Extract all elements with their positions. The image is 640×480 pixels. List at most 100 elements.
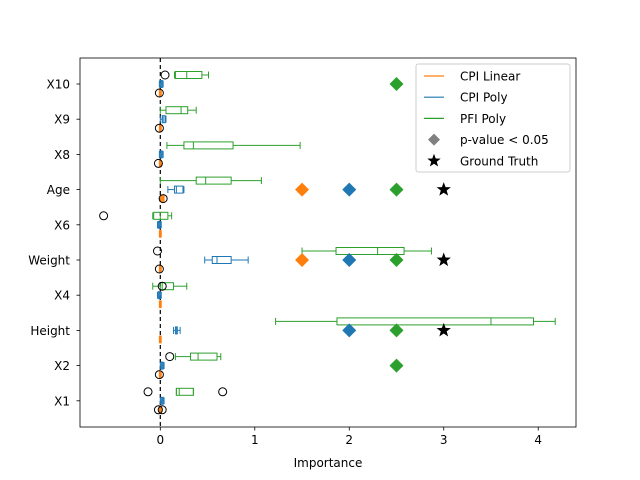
plot-area: 0 1 2 3 4 X1 X2 Height X4 Weight X6 Age X8 X9 X10 <box>28 57 577 447</box>
significance-diamond-pfi_poly-height <box>389 323 404 338</box>
outlier-point <box>152 246 162 256</box>
iqr-box <box>159 282 175 291</box>
boxplot-cpi_linear-x4 <box>158 300 162 309</box>
boxplot-pfi_poly-weight <box>152 246 432 256</box>
boxplot-cpi_poly-height <box>173 326 181 335</box>
iqr-box <box>165 106 189 115</box>
outlier-point <box>157 281 167 291</box>
significance-diamond-cpi_linear-weight <box>295 253 310 267</box>
legend: CPI Linear CPI Poly PFI Poly p-value < 0.05… <box>415 63 571 173</box>
iqr-box <box>190 352 218 361</box>
ground-truth-star-weight <box>436 252 451 267</box>
legend-frame <box>415 63 571 173</box>
outlier-point <box>218 387 228 397</box>
ground-truth-star-age <box>436 182 451 196</box>
legend-entry-1: CPI Poly <box>424 91 508 105</box>
boxplot-cpi_linear-x10 <box>154 88 164 98</box>
boxplot-pfi_poly-age <box>159 176 262 185</box>
iqr-box <box>183 141 234 150</box>
x-tick-label: 3 <box>440 433 448 447</box>
legend-star-icon <box>427 153 441 167</box>
legend-entry-4: Ground Truth <box>427 153 538 168</box>
boxplot-cpi_linear-age <box>158 194 168 204</box>
y-tick-label: X6 <box>54 218 70 232</box>
x-tick-label: 1 <box>251 433 259 447</box>
y-tick-label: X2 <box>54 359 70 373</box>
y-tick-label: X8 <box>54 148 70 162</box>
boxplot-cpi_poly-x8 <box>158 150 164 159</box>
boxplot-cpi_poly-x6 <box>156 220 162 229</box>
y-tick-label: X10 <box>47 78 71 92</box>
boxplot-cpi_linear-x8 <box>153 158 163 168</box>
boxplot-cpi_poly-x9 <box>159 115 167 124</box>
boxplot-cpi_poly-x1 <box>159 396 165 405</box>
outlier-point <box>153 405 163 415</box>
significance-diamond-cpi_poly-weight <box>342 253 357 267</box>
iqr-box <box>335 247 405 255</box>
legend-entry-2: PFI Poly <box>424 112 506 126</box>
boxplot-cpi_linear-x9 <box>154 123 164 133</box>
legend-label: CPI Poly <box>460 91 508 105</box>
iqr-box <box>174 71 203 79</box>
boxplot-cpi_poly-age <box>167 185 185 194</box>
boxplot-pfi_poly-x1 <box>143 387 228 397</box>
boxplot-cpi_linear-height <box>158 335 162 344</box>
significance-diamond-pfi_poly-weight <box>389 253 404 267</box>
boxplot-pfi_poly-x8 <box>166 141 301 150</box>
outlier-point <box>154 264 164 274</box>
significance-diamond-cpi_poly-height <box>342 323 357 338</box>
boxplot-cpi_linear-x6 <box>158 229 162 238</box>
boxplot-cpi_poly-x10 <box>158 80 164 88</box>
legend-label: p-value < 0.05 <box>460 133 549 147</box>
significance-diamond-pfi_poly-x10 <box>389 77 404 91</box>
outlier-point <box>154 123 164 133</box>
boxplot-pfi_poly-x4 <box>152 281 188 291</box>
boxplot-cpi_poly-x2 <box>159 361 165 370</box>
outlier-point <box>154 88 164 98</box>
boxplot-pfi_poly-x10 <box>160 70 209 80</box>
boxplot-pfi_poly-x9 <box>159 106 197 115</box>
boxplot-cpi_poly-x4 <box>156 291 162 300</box>
x-axis-label: Importance <box>294 456 363 470</box>
legend-label: Ground Truth <box>460 154 538 168</box>
outlier-point <box>165 352 175 362</box>
legend-entry-3: p-value < 0.05 <box>428 133 549 147</box>
iqr-box <box>195 176 232 185</box>
iqr-box <box>336 317 534 326</box>
y-tick-label: Age <box>47 183 70 197</box>
outlier-point <box>99 211 109 221</box>
significance-diamond-cpi_poly-age <box>342 182 357 197</box>
ground-truth-star-height <box>436 322 451 337</box>
boxplot-cpi_linear-x2 <box>154 370 164 380</box>
y-tick-label: X1 <box>54 394 70 408</box>
outlier-point <box>143 387 153 397</box>
iqr-box <box>175 387 194 396</box>
outlier-point <box>157 405 167 415</box>
legend-label: CPI Linear <box>460 70 520 84</box>
x-tick-label: 0 <box>156 433 164 447</box>
y-tick-label: Weight <box>28 254 70 268</box>
significance-diamond-cpi_linear-age <box>295 182 310 197</box>
y-tick-label: X4 <box>54 289 70 303</box>
legend-diamond-icon <box>428 133 440 146</box>
boxplot-pfi_poly-height <box>275 317 556 326</box>
significance-diamond-pfi_poly-x2 <box>389 358 404 373</box>
iqr-box <box>173 185 184 194</box>
outlier-point <box>158 194 168 204</box>
outlier-point <box>153 158 163 168</box>
x-tick-label: 2 <box>345 433 353 447</box>
y-tick-label: X9 <box>54 113 70 127</box>
boxplot-cpi_poly-weight <box>204 256 249 264</box>
boxplot-pfi_poly-x6 <box>99 211 173 221</box>
boxplot-pfi_poly-x2 <box>165 352 222 362</box>
legend-entry-0: CPI Linear <box>424 70 520 84</box>
outlier-point <box>154 370 164 380</box>
outlier-point <box>160 70 170 80</box>
axes-frame <box>79 57 577 428</box>
boxplot-cpi_linear-weight <box>154 264 164 274</box>
iqr-box <box>211 256 232 264</box>
x-tick-label: 4 <box>534 433 542 447</box>
significance-diamond-pfi_poly-age <box>389 182 404 197</box>
